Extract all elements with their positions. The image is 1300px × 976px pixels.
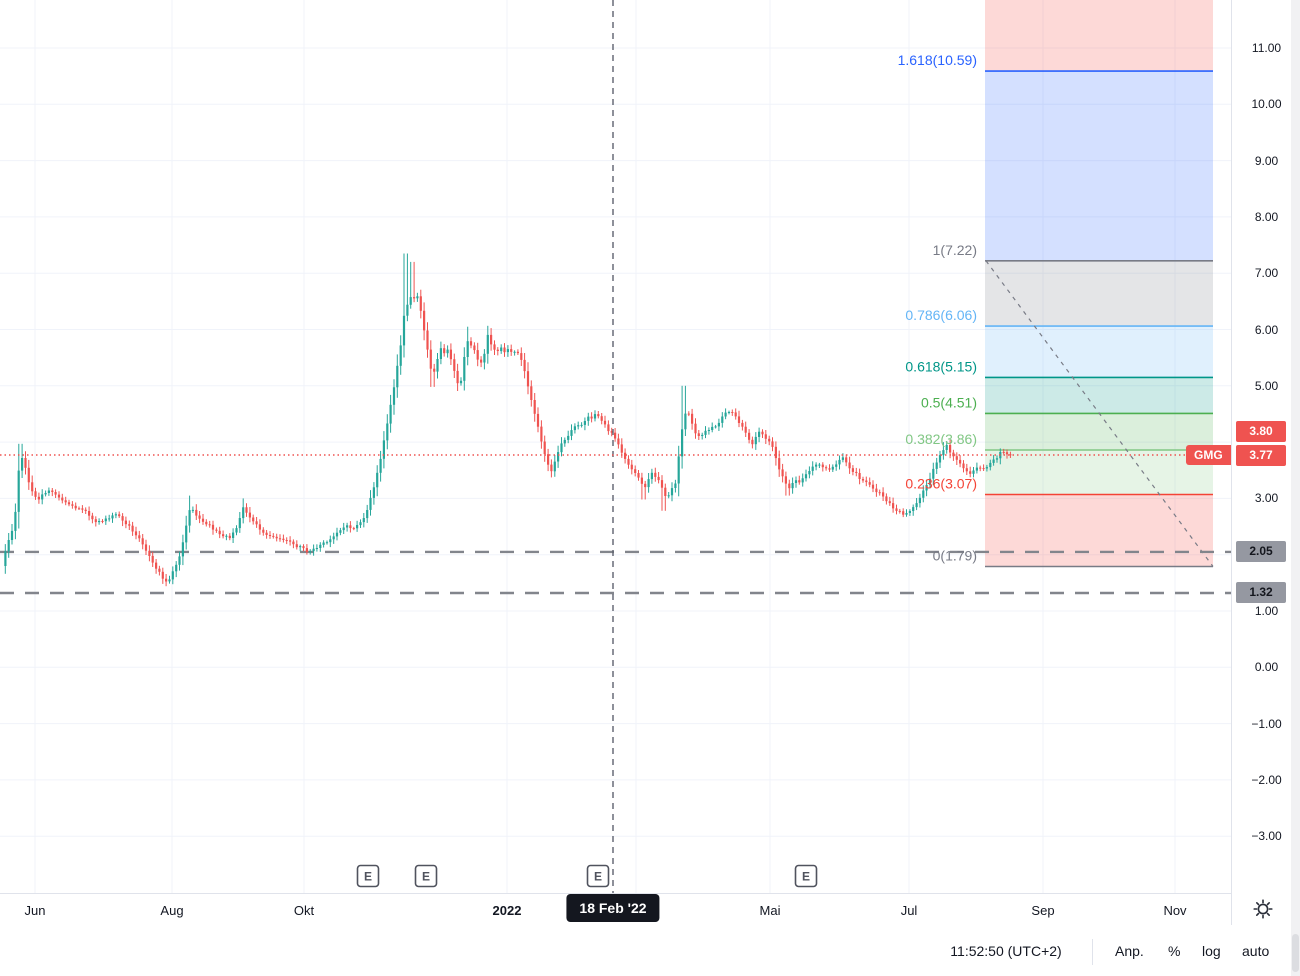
time-axis-label: Okt bbox=[293, 903, 315, 918]
last-price-badge: 3.77 bbox=[1236, 444, 1286, 466]
axis-corner-cell bbox=[1231, 893, 1300, 925]
price-tick: −1.00 bbox=[1251, 716, 1282, 731]
price-tick: 0.00 bbox=[1254, 660, 1279, 675]
price-tick: 8.00 bbox=[1254, 209, 1279, 224]
fib-band bbox=[985, 260, 1213, 327]
candle-wicks bbox=[4, 253, 1011, 587]
price-axis[interactable]: 3.80 3.77 2.05 1.32 11.00 10.00 9.00 8.00 7.… bbox=[1231, 0, 1300, 925]
clock-label[interactable]: 11:52:50 (UTC+2) bbox=[950, 943, 1062, 959]
candle-bodies-up bbox=[4, 296, 1002, 582]
fib-band bbox=[985, 377, 1213, 414]
fib-level-label: 1(7.22) bbox=[933, 242, 977, 258]
price-tick: 9.00 bbox=[1254, 153, 1279, 168]
fib-level-label: 0.382(3.86) bbox=[905, 431, 977, 447]
fib-level-label: 0.236(3.07) bbox=[905, 476, 977, 492]
status-divider bbox=[1092, 939, 1093, 965]
fib-level-label: 0.618(5.15) bbox=[905, 358, 977, 374]
log-scale-button[interactable]: log bbox=[1202, 943, 1221, 959]
price-tick: −3.00 bbox=[1251, 829, 1282, 844]
fib-band bbox=[985, 450, 1213, 495]
price-tick: 6.00 bbox=[1254, 322, 1279, 337]
selected-date-badge: 18 Feb '22 bbox=[566, 894, 660, 922]
fib-level-label: 0.786(6.06) bbox=[905, 307, 977, 323]
level-badge-1-32: 1.32 bbox=[1236, 582, 1286, 604]
percent-scale-button[interactable]: % bbox=[1168, 943, 1181, 959]
price-tick: 3.00 bbox=[1254, 491, 1279, 506]
price-tick: 7.00 bbox=[1254, 266, 1279, 281]
fib-trend-line[interactable] bbox=[985, 260, 1214, 567]
time-axis-label: Nov bbox=[1163, 903, 1187, 918]
time-axis-label: Sep bbox=[1031, 903, 1055, 918]
price-badge-high: 3.80 bbox=[1236, 420, 1286, 442]
price-tick: 11.00 bbox=[1251, 41, 1282, 55]
auto-scale-button[interactable]: auto bbox=[1242, 943, 1270, 959]
price-tick: 5.00 bbox=[1254, 378, 1279, 393]
price-tick: 10.00 bbox=[1251, 97, 1282, 112]
settings-button[interactable] bbox=[1249, 897, 1277, 921]
earnings-marker[interactable]: E bbox=[356, 864, 380, 888]
fib-band bbox=[985, 326, 1213, 378]
time-axis-label: Jul bbox=[900, 903, 918, 918]
fib-band bbox=[985, 413, 1213, 450]
time-axis-label: Mai bbox=[759, 903, 781, 918]
time-axis-label: 2022 bbox=[492, 903, 522, 918]
price-tick: 1.00 bbox=[1254, 604, 1279, 618]
fib-band bbox=[985, 494, 1213, 567]
chart-pane[interactable]: 1.618(10.59) 1(7.22) 0.786(6.06) 0.618(5.15… bbox=[0, 0, 1231, 893]
fib-band bbox=[985, 71, 1213, 261]
fib-band-above bbox=[985, 0, 1213, 72]
earnings-marker[interactable]: E bbox=[794, 864, 818, 888]
gear-icon bbox=[1253, 899, 1273, 919]
scrollbar-track bbox=[1291, 0, 1300, 976]
candlestick-chart[interactable]: 1.618(10.59) 1(7.22) 0.786(6.06) 0.618(5.15… bbox=[0, 0, 1231, 893]
adjust-scale-button[interactable]: Anp. bbox=[1115, 943, 1144, 959]
level-badge-2-05: 2.05 bbox=[1236, 541, 1286, 563]
candle-bodies-down bbox=[24, 296, 1012, 582]
fib-level-label: 0(1.79) bbox=[933, 548, 977, 564]
fib-level-label: 0.5(4.51) bbox=[921, 394, 977, 410]
time-axis[interactable]: 18 Feb '22 Jun Aug Okt 2022 Mai Jul Sep Nov bbox=[0, 893, 1300, 930]
price-tick: −2.00 bbox=[1251, 772, 1282, 787]
status-bar: 11:52:50 (UTC+2) Anp. % log auto bbox=[0, 929, 1300, 976]
earnings-marker[interactable]: E bbox=[414, 864, 438, 888]
fib-level-label: 1.618(10.59) bbox=[898, 52, 977, 68]
time-axis-label: Jun bbox=[24, 903, 46, 918]
svg-text:E: E bbox=[364, 870, 372, 884]
svg-text:E: E bbox=[422, 870, 430, 884]
scrollbar-thumb[interactable] bbox=[1292, 934, 1299, 972]
svg-text:E: E bbox=[802, 870, 810, 884]
svg-text:E: E bbox=[594, 870, 602, 884]
time-axis-label: Aug bbox=[160, 903, 184, 918]
earnings-marker[interactable]: E bbox=[586, 864, 610, 888]
symbol-price-label: GMG bbox=[1186, 445, 1231, 466]
